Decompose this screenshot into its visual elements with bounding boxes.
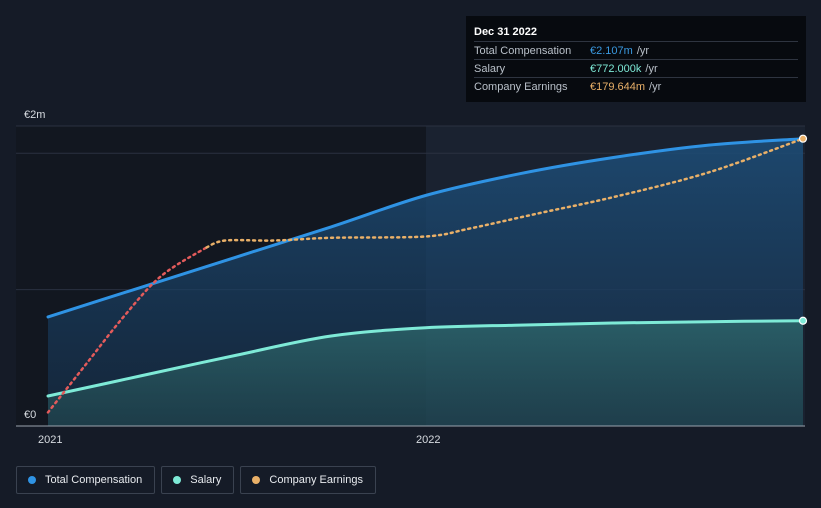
company-earnings-line xyxy=(205,137,805,249)
tooltip-label: Salary xyxy=(474,62,506,75)
legend-salary[interactable]: Salary xyxy=(161,466,235,494)
tooltip-unit: /yr xyxy=(645,62,658,75)
legend-company-earnings[interactable]: Company Earnings xyxy=(240,466,376,494)
hover-tooltip: Dec 31 2022 Total Compensation €2.107m /… xyxy=(466,16,806,102)
legend-dot-icon xyxy=(173,476,182,484)
tooltip-label: Total Compensation xyxy=(474,44,572,57)
salary-end-marker xyxy=(798,316,808,325)
tooltip-unit: /yr xyxy=(636,44,650,57)
y-tick-label-top: €2m xyxy=(24,109,45,121)
tooltip-date: Dec 31 2022 xyxy=(474,26,537,38)
legend-total-compensation[interactable]: Total Compensation xyxy=(16,466,156,494)
salary-area xyxy=(48,320,803,426)
total-compensation-line xyxy=(46,137,805,319)
tooltip-row-salary: Salary €772.000k /yr xyxy=(474,59,798,77)
legend-label: Total Compensation xyxy=(45,474,143,486)
legend-dot-icon xyxy=(28,476,36,484)
tooltip-unit: /yr xyxy=(649,80,662,93)
chart-legend: Total Compensation Salary Company Earnin… xyxy=(16,466,376,494)
tooltip-label: Company Earnings xyxy=(474,80,568,93)
tooltip-value: €179.644m xyxy=(590,80,646,93)
x-tick-label-2021: 2021 xyxy=(38,434,62,446)
legend-dot-icon xyxy=(252,476,261,484)
y-tick-label-bottom: €0 xyxy=(24,409,36,421)
salary-line xyxy=(46,319,805,398)
legend-label: Company Earnings xyxy=(269,474,363,486)
x-tick-label-2022: 2022 xyxy=(416,434,440,446)
tooltip-value: €2.107m xyxy=(590,44,633,57)
series-end-markers xyxy=(798,134,808,325)
company-earnings-line-negative xyxy=(46,246,208,414)
tooltip-value: €772.000k xyxy=(590,62,642,75)
tooltip-row-total: Total Compensation €2.107m /yr xyxy=(474,41,798,59)
tooltip-row-earnings: Company Earnings €179.644m /yr xyxy=(474,77,798,95)
earnings-end-marker xyxy=(798,134,808,143)
legend-label: Salary xyxy=(190,474,222,486)
